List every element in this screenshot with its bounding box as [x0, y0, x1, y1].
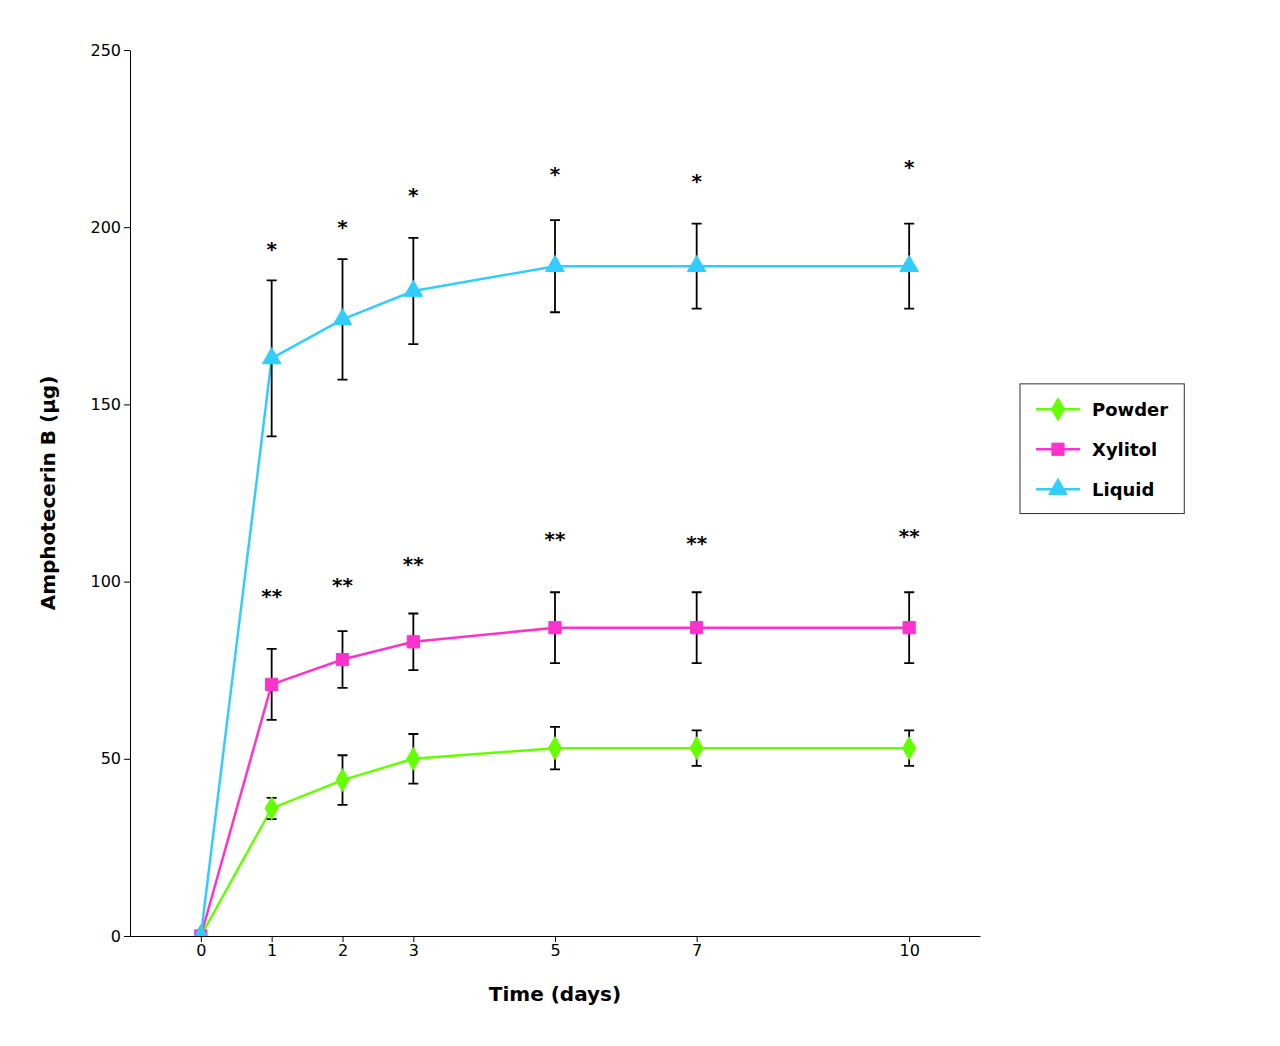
tick-label: 7 — [692, 941, 702, 960]
tick-label: 150 — [90, 395, 121, 414]
line — [201, 628, 909, 936]
annotation: * — [691, 169, 702, 193]
annotation: ** — [332, 573, 353, 597]
tick-label: 250 — [90, 41, 121, 60]
annotation: * — [904, 155, 915, 179]
legend-symbol — [1049, 479, 1068, 495]
legend-frame — [1020, 384, 1184, 514]
marker — [690, 737, 703, 760]
tick-mark — [124, 582, 130, 583]
tick: 2 — [338, 936, 348, 960]
marker — [336, 769, 349, 792]
annotation: ** — [899, 524, 920, 548]
marker — [691, 622, 703, 634]
annotation: ** — [403, 552, 424, 576]
marker — [548, 737, 561, 760]
tick-label: 5 — [550, 941, 560, 960]
annotation: * — [550, 162, 561, 186]
series — [192, 220, 919, 936]
tick-mark — [124, 227, 130, 228]
series — [195, 592, 916, 936]
tick-mark — [124, 404, 130, 405]
tick: 200 — [90, 218, 130, 237]
marker — [687, 255, 706, 271]
chart: 01235710050100150200250*****************… — [0, 0, 1280, 1046]
series — [194, 727, 915, 936]
tick-mark — [124, 50, 130, 51]
tick-label: 0 — [111, 927, 121, 946]
x-axis: 0 1 2 3 5 7 10 — [131, 936, 981, 960]
marker — [265, 797, 278, 820]
tick-label: 50 — [101, 749, 121, 768]
tick: 5 — [550, 936, 560, 960]
legend-label: Xylitol — [1092, 439, 1157, 460]
marker — [900, 255, 919, 271]
tick: 1 — [267, 936, 277, 960]
tick: 50 — [101, 749, 130, 768]
annotations: ****************** — [261, 155, 920, 608]
tick-label: 10 — [899, 941, 919, 960]
marker — [549, 622, 561, 634]
x-axis-title: Time (days) — [489, 982, 621, 1006]
tick-label: 2 — [338, 941, 348, 960]
marker — [903, 622, 915, 634]
tick-label: 100 — [90, 572, 121, 591]
tick: 100 — [90, 572, 130, 591]
legend-symbol — [1051, 398, 1064, 421]
marker — [333, 309, 352, 325]
tick-label: 0 — [196, 941, 206, 960]
tick: 0 — [111, 927, 130, 946]
tick-label: 3 — [409, 941, 419, 960]
marker — [407, 747, 420, 770]
legend-item: Xylitol — [1036, 439, 1157, 460]
y-axis-title: Amphotecerin B (μg) — [36, 376, 60, 611]
annotation: * — [337, 215, 348, 239]
annotation: ** — [686, 531, 707, 555]
marker — [262, 348, 281, 364]
marker — [192, 925, 211, 936]
tick: 250 — [90, 41, 130, 60]
data-layer — [192, 220, 919, 936]
legend-label: Powder — [1092, 399, 1168, 420]
plot-area: 01235710050100150200250*****************… — [90, 41, 980, 961]
legend: Powder Xylitol Liquid — [1020, 384, 1184, 514]
line — [201, 748, 909, 936]
marker — [266, 678, 278, 690]
marker — [404, 280, 423, 296]
tick: 10 — [899, 936, 919, 960]
tick-label: 200 — [90, 218, 121, 237]
annotation: * — [266, 237, 277, 261]
tick: 150 — [90, 395, 130, 414]
tick-label: 1 — [267, 941, 277, 960]
legend-item: Liquid — [1036, 479, 1154, 500]
tick: 7 — [692, 936, 702, 960]
tick-mark — [124, 759, 130, 760]
tick: 3 — [409, 936, 419, 960]
annotation: ** — [545, 527, 566, 551]
y-axis: 0 50 100 150 200 250 — [90, 41, 130, 946]
marker — [407, 636, 419, 648]
marker — [546, 255, 565, 271]
marker — [336, 653, 348, 665]
marker — [903, 737, 916, 760]
legend-label: Liquid — [1092, 479, 1154, 500]
axis-line — [130, 51, 131, 937]
tick-mark — [124, 936, 130, 937]
line — [201, 266, 909, 936]
tick: 0 — [196, 936, 206, 960]
annotation: ** — [261, 584, 282, 608]
legend-item: Powder — [1036, 398, 1168, 421]
legend-symbol — [1052, 443, 1064, 455]
annotation: * — [408, 183, 419, 207]
